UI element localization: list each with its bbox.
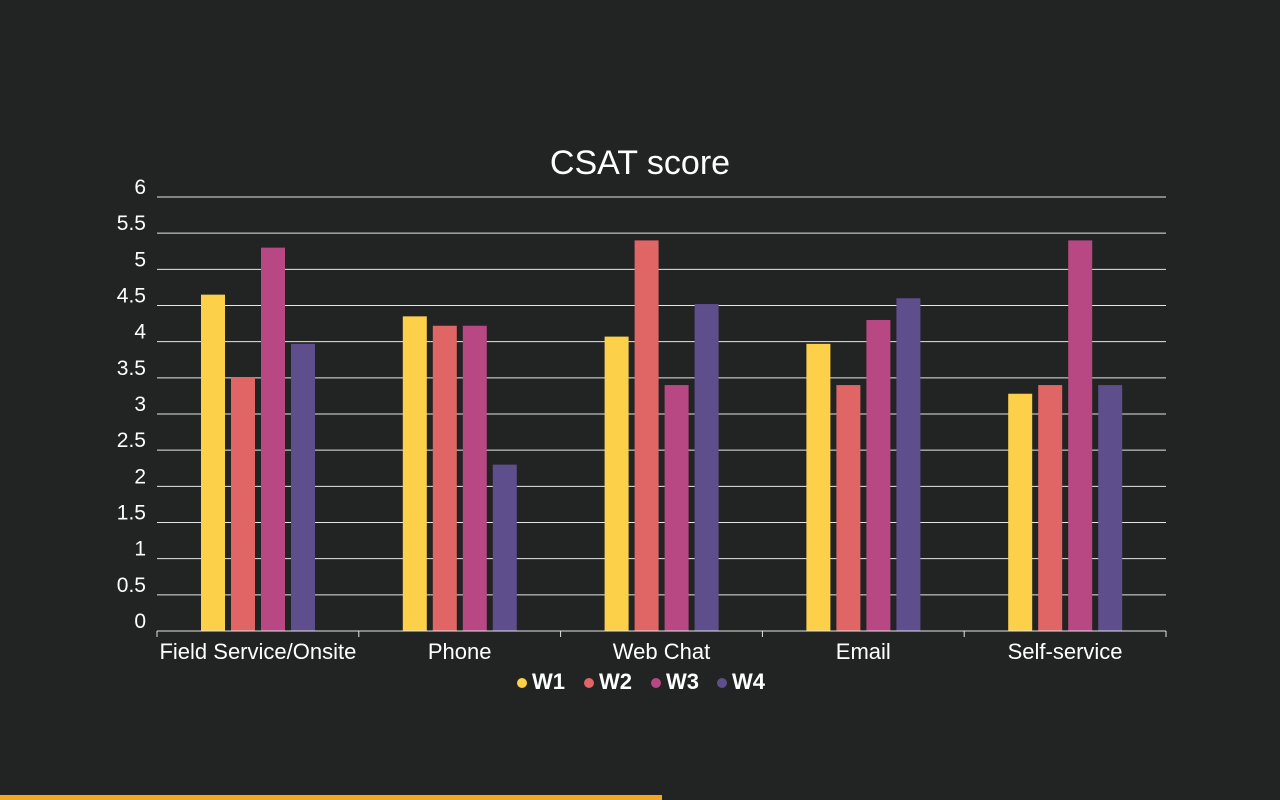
x-category-label: Email [836, 639, 891, 664]
bar-w4 [291, 343, 315, 631]
x-category-label: Phone [428, 639, 492, 664]
x-axis [156, 630, 1167, 637]
bar-w2 [634, 240, 659, 631]
legend-label-w3: W3 [666, 669, 699, 694]
bar-w3 [664, 385, 689, 631]
chart-title: CSAT score [550, 144, 730, 182]
legend-label-w4: W4 [732, 669, 766, 694]
bar-w3 [1068, 240, 1093, 631]
legend-label-w2: W2 [599, 669, 632, 694]
legend: W1 W2 W3 W4 [517, 669, 766, 694]
bar-w2 [1038, 385, 1063, 631]
y-tick-label: 2.5 [117, 429, 146, 452]
y-tick-label: 0 [134, 610, 146, 633]
legend-marker-w2 [584, 678, 594, 688]
y-tick-label: 5 [134, 248, 146, 271]
progress-bar [0, 795, 1280, 800]
y-tick-label: 1 [134, 538, 146, 561]
bar-w4 [694, 304, 719, 631]
y-tick-label: 3.5 [117, 357, 146, 380]
x-category-label: Self-service [1008, 639, 1123, 664]
x-axis-labels: Field Service/Onsite Phone Web Chat Email Se… [159, 639, 1122, 664]
bar-w1 [1008, 393, 1033, 631]
legend-label-w1: W1 [532, 669, 565, 694]
bar-w2 [836, 385, 861, 631]
legend-marker-w3 [651, 678, 661, 688]
bar-w4 [492, 464, 517, 631]
y-tick-label: 4.5 [117, 285, 146, 308]
bar-w3 [261, 247, 285, 631]
y-tick-label: 3 [134, 393, 146, 416]
y-tick-label: 5.5 [117, 212, 146, 235]
bar-w2 [231, 377, 255, 631]
y-tick-label: 2 [134, 465, 146, 488]
bar-w4 [896, 298, 921, 631]
bar-w3 [462, 325, 487, 631]
y-tick-label: 4 [134, 321, 146, 344]
bars [201, 240, 1123, 631]
bar-w2 [432, 325, 457, 631]
x-category-label: Field Service/Onsite [159, 639, 356, 664]
progress-bar-fill [0, 795, 662, 800]
bar-w1 [604, 336, 629, 631]
bar-w1 [806, 343, 831, 631]
bar-w3 [866, 319, 891, 631]
y-axis-ticks: 0 0.5 1 1.5 2 2.5 3 3.5 4 4.5 5 5.5 6 [117, 176, 147, 633]
x-category-label: Web Chat [613, 639, 710, 664]
legend-marker-w4 [717, 678, 727, 688]
bar-w1 [402, 316, 427, 631]
y-tick-label: 6 [134, 176, 146, 199]
bar-w4 [1098, 385, 1123, 631]
bar-w1 [201, 294, 225, 631]
legend-marker-w1 [517, 678, 527, 688]
y-tick-label: 0.5 [117, 574, 146, 597]
gridlines [157, 196, 1166, 596]
y-tick-label: 1.5 [117, 502, 146, 525]
